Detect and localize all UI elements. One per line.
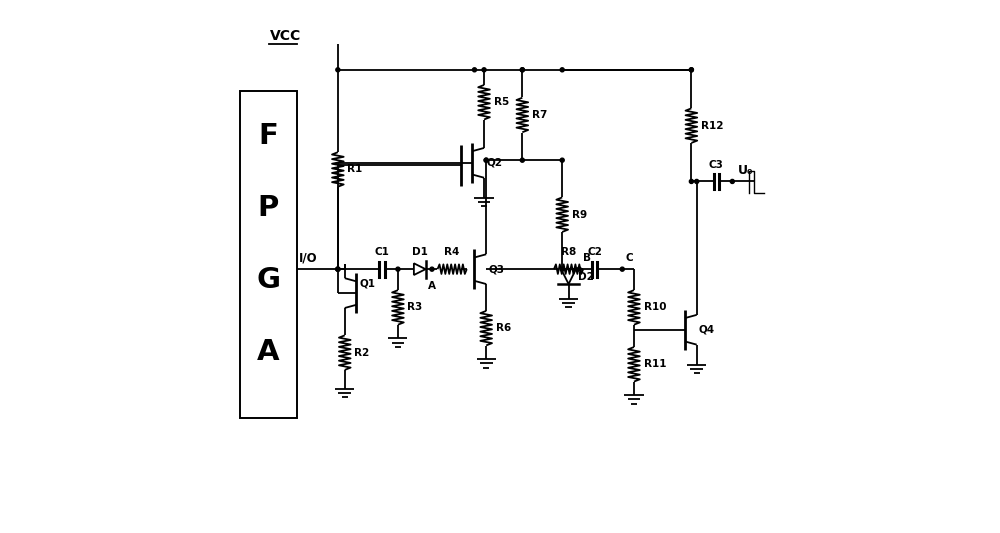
Text: R9: R9 <box>572 209 587 220</box>
Circle shape <box>430 267 434 271</box>
Circle shape <box>484 158 488 162</box>
Circle shape <box>577 267 581 271</box>
Text: R1: R1 <box>347 165 363 174</box>
Circle shape <box>689 68 693 72</box>
Text: C2: C2 <box>587 247 602 257</box>
Text: R10: R10 <box>644 302 666 312</box>
Circle shape <box>689 180 693 183</box>
Text: R6: R6 <box>496 323 511 333</box>
Circle shape <box>520 68 524 72</box>
Circle shape <box>484 158 488 162</box>
Circle shape <box>560 158 564 162</box>
Circle shape <box>336 267 340 271</box>
Text: Q2: Q2 <box>486 158 502 168</box>
Circle shape <box>620 267 624 271</box>
Circle shape <box>396 267 400 271</box>
Circle shape <box>336 68 340 72</box>
Text: B: B <box>583 253 591 263</box>
Text: R2: R2 <box>354 348 370 358</box>
Text: C3: C3 <box>709 160 724 169</box>
Circle shape <box>560 267 564 271</box>
Text: P: P <box>258 194 279 222</box>
Text: G: G <box>256 266 280 294</box>
Text: Q4: Q4 <box>699 325 715 335</box>
Text: R8: R8 <box>561 247 576 257</box>
Text: VCC: VCC <box>270 29 302 43</box>
Text: D2: D2 <box>578 272 594 281</box>
Text: R12: R12 <box>701 120 723 131</box>
Circle shape <box>520 158 524 162</box>
Text: R11: R11 <box>644 359 666 369</box>
Circle shape <box>472 68 477 72</box>
Bar <box>240 91 297 418</box>
Text: I/O: I/O <box>299 252 317 265</box>
Text: Q3: Q3 <box>488 264 504 274</box>
Text: R3: R3 <box>407 302 423 312</box>
Circle shape <box>689 68 693 72</box>
Text: C: C <box>625 253 633 263</box>
Circle shape <box>730 180 734 183</box>
Text: Q1: Q1 <box>359 279 375 289</box>
Text: D1: D1 <box>412 247 428 257</box>
Text: U₀: U₀ <box>738 164 753 177</box>
Text: F: F <box>258 122 278 150</box>
Text: A: A <box>257 337 279 366</box>
Circle shape <box>560 68 564 72</box>
Circle shape <box>336 267 340 271</box>
Circle shape <box>482 68 486 72</box>
Text: A: A <box>428 281 436 291</box>
Text: C1: C1 <box>375 247 389 257</box>
Text: R7: R7 <box>532 110 547 120</box>
Text: R5: R5 <box>494 97 509 107</box>
Text: R4: R4 <box>444 247 460 257</box>
Circle shape <box>336 267 340 271</box>
Circle shape <box>520 68 524 72</box>
Circle shape <box>695 180 699 183</box>
